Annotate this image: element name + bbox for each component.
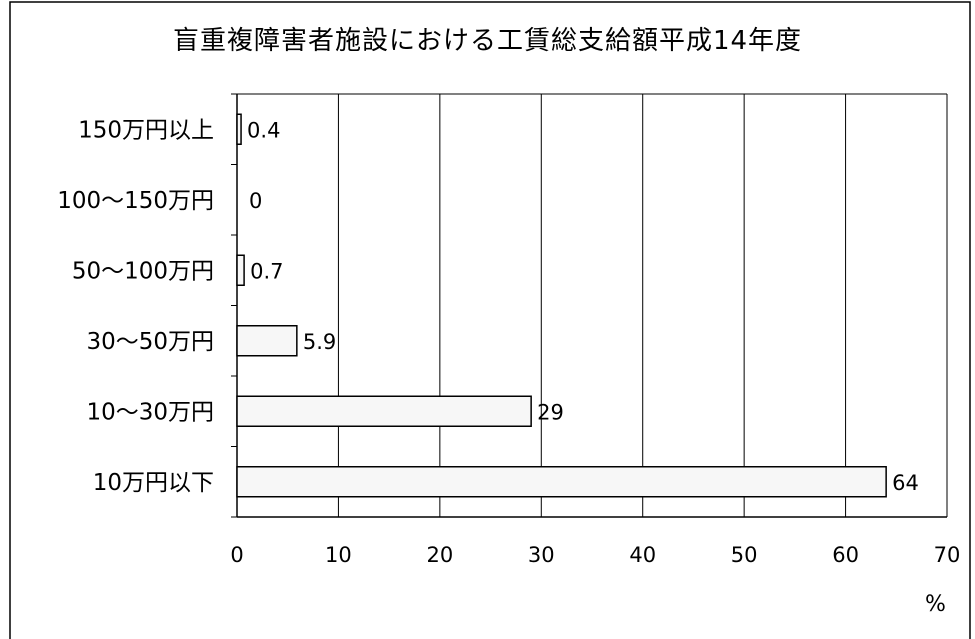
category-label: 100〜150万円: [57, 188, 214, 214]
data-label: 5.9: [303, 330, 336, 354]
category-label: 30〜50万円: [86, 329, 214, 355]
bar: [236, 466, 887, 498]
data-label: 0: [249, 189, 262, 213]
x-tick-label: 50: [731, 543, 758, 567]
bar: [236, 395, 532, 427]
bar: [236, 325, 298, 357]
category-label: 150万円以上: [78, 117, 214, 143]
x-tick-label: 0: [230, 543, 243, 567]
data-label: 64: [892, 471, 919, 495]
x-tick-label: 40: [629, 543, 656, 567]
bar: [236, 254, 245, 286]
data-label: 0.4: [247, 118, 280, 142]
category-label: 50〜100万円: [72, 258, 214, 284]
chart-title: 盲重複障害者施設における工賃総支給額平成14年度: [172, 26, 803, 56]
category-label: 10万円以下: [93, 470, 214, 496]
bar: [236, 113, 242, 145]
data-label: 29: [537, 400, 564, 424]
data-label: 0.7: [250, 259, 283, 283]
x-tick-label: 10: [325, 543, 352, 567]
x-axis-unit-label: %: [925, 592, 946, 617]
x-tick-label: 30: [528, 543, 555, 567]
chart-border: [9, 1, 971, 639]
x-tick-label: 20: [426, 543, 453, 567]
x-tick-label: 60: [832, 543, 859, 567]
category-label: 10〜30万円: [86, 399, 214, 425]
x-tick-label: 70: [934, 543, 961, 567]
